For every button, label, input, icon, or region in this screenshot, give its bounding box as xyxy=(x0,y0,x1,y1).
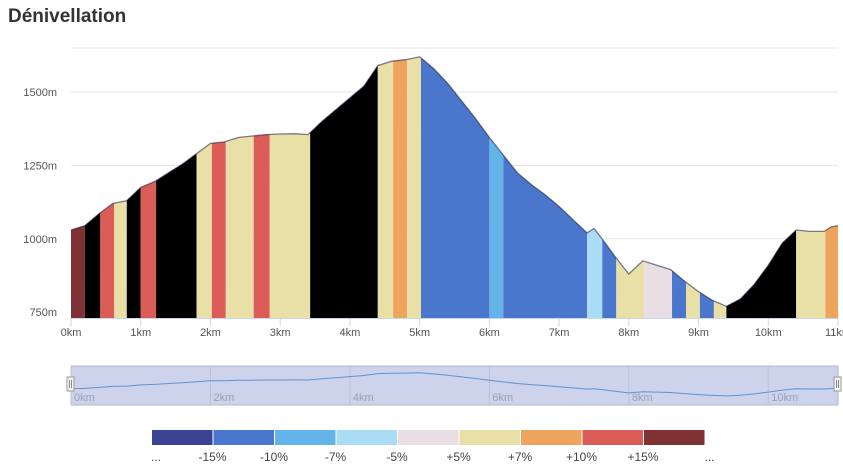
grade-band xyxy=(796,230,826,318)
grade-band xyxy=(253,134,270,318)
grade-band xyxy=(310,65,378,318)
grade-band xyxy=(100,203,115,318)
navigator-tick-label: 10km xyxy=(771,392,798,404)
grade-band xyxy=(685,282,700,318)
x-tick-label: 9km xyxy=(688,327,709,339)
profile-line xyxy=(70,56,839,308)
legend-label: -5% xyxy=(386,450,408,464)
x-tick-label: 2km xyxy=(200,327,221,339)
legend-swatch xyxy=(398,430,459,445)
grade-band xyxy=(602,239,617,318)
navigator-handle-left[interactable] xyxy=(66,376,75,392)
x-tick-label: 7km xyxy=(549,327,570,339)
grade-band xyxy=(196,143,212,318)
y-axis: 750m 1000m 1250m 1500m xyxy=(23,87,57,319)
grade-band xyxy=(825,225,838,318)
grade-band xyxy=(225,135,254,318)
x-tick-label: 3km xyxy=(270,327,291,339)
grade-band xyxy=(140,180,157,318)
grade-band xyxy=(377,61,394,318)
navigator-handle-right[interactable] xyxy=(833,376,842,392)
grade-band xyxy=(269,132,311,318)
grade-band xyxy=(672,270,686,318)
navigator-tick-label: 0km xyxy=(74,392,95,404)
profile-outline xyxy=(70,56,839,308)
x-tick-label: 1km xyxy=(130,327,151,339)
grade-band xyxy=(586,228,603,318)
legend-swatch xyxy=(582,430,643,445)
legend-swatch xyxy=(521,430,582,445)
x-axis: 0km 1km 2km 3km 4km 5km 6km 7km 8km 9km 10km 11km xyxy=(61,318,843,339)
grade-band xyxy=(126,187,141,318)
y-tick-label: 1000m xyxy=(23,234,57,246)
grade-band xyxy=(71,225,85,318)
legend-label: +15% xyxy=(627,450,658,464)
x-tick-label: 4km xyxy=(340,327,361,339)
grade-band xyxy=(156,153,197,318)
x-tick-label: 6km xyxy=(479,327,500,339)
grade-bands xyxy=(71,56,838,319)
legend-label: ... xyxy=(704,450,714,464)
navigator-tick-label: 6km xyxy=(492,392,513,404)
navigator-tick-label: 8km xyxy=(632,392,653,404)
legend-swatch xyxy=(213,430,274,445)
y-tick-label: 1500m xyxy=(23,87,57,99)
navigator[interactable]: 0km 2km 4km 6km 8km 10km xyxy=(66,365,842,406)
legend-label: -10% xyxy=(260,450,288,464)
grade-legend: ... -15% -10% -7% -5% +5% +7% +10% +15%... xyxy=(151,430,715,464)
grade-band xyxy=(407,56,422,319)
legend-label: +10% xyxy=(566,450,597,464)
legend-label: +5% xyxy=(446,450,471,464)
legend-swatch xyxy=(152,430,213,445)
grade-band xyxy=(644,261,673,318)
grade-band xyxy=(421,58,490,318)
x-tick-label: 0km xyxy=(61,327,82,339)
chart-title: Dénivellation xyxy=(8,6,127,27)
legend-swatch xyxy=(644,430,705,445)
grade-band xyxy=(211,141,226,318)
y-tick-label: 1250m xyxy=(23,160,57,172)
legend-label: +7% xyxy=(508,450,533,464)
navigator-tick-label: 4km xyxy=(353,392,374,404)
legend-swatch xyxy=(459,430,520,445)
navigator-tick-label: 2km xyxy=(213,392,234,404)
x-tick-label: 5km xyxy=(409,327,430,339)
x-tick-label: 10km xyxy=(755,327,782,339)
legend-swatch xyxy=(275,430,336,445)
navigator-selection xyxy=(70,365,839,406)
navigator-series xyxy=(70,372,839,397)
x-tick-label: 8km xyxy=(618,327,639,339)
legend-label: ... xyxy=(151,450,161,464)
grade-band xyxy=(699,292,714,318)
grade-band xyxy=(489,137,504,318)
grade-band xyxy=(503,155,587,318)
legend-label: -7% xyxy=(325,450,347,464)
x-tick-label: 11km xyxy=(825,327,843,339)
grade-band xyxy=(616,258,645,318)
legend-swatch xyxy=(336,430,397,445)
grade-band xyxy=(114,200,127,318)
grade-band xyxy=(393,59,408,319)
grade-band xyxy=(84,212,101,318)
legend-label: -15% xyxy=(198,450,226,464)
y-tick-label: 750m xyxy=(29,307,57,319)
